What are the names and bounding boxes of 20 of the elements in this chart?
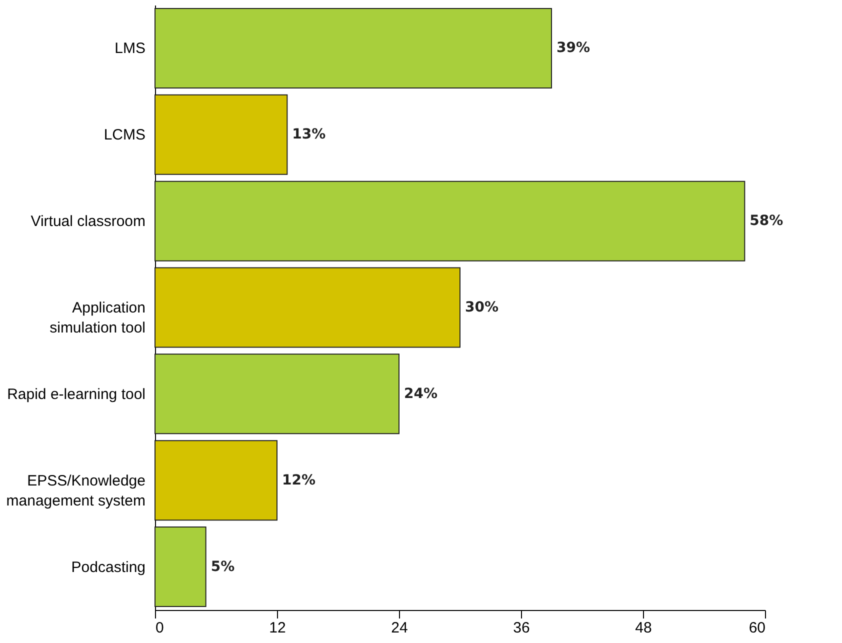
- y-tick-label: LCMS: [104, 126, 146, 144]
- y-tick-label: LMS: [114, 40, 146, 58]
- data-label: 5%: [210, 558, 235, 575]
- y-tick-label: EPSS/Knowledge management system: [6, 472, 146, 510]
- y-tick-label: Rapid e-learning tool: [7, 386, 146, 403]
- data-label: 12%: [282, 472, 316, 488]
- data-label: 39%: [556, 40, 590, 56]
- x-tick-label: 24: [391, 620, 408, 636]
- data-label: 13%: [292, 126, 326, 143]
- data-label: 30%: [465, 300, 499, 316]
- y-tick-label: Application simulation tool: [50, 300, 146, 336]
- x-tick-label: 48: [635, 620, 652, 636]
- x-tick-label: 36: [513, 620, 530, 636]
- data-label: 24%: [404, 386, 438, 402]
- x-tick-label: 60: [748, 620, 766, 636]
- y-tick-label: Podcasting: [71, 558, 146, 576]
- data-label: 58%: [750, 213, 784, 230]
- x-tick-label: 0: [156, 620, 164, 636]
- y-tick-label: Virtual classroom: [30, 213, 146, 230]
- x-tick-label: 12: [269, 620, 286, 636]
